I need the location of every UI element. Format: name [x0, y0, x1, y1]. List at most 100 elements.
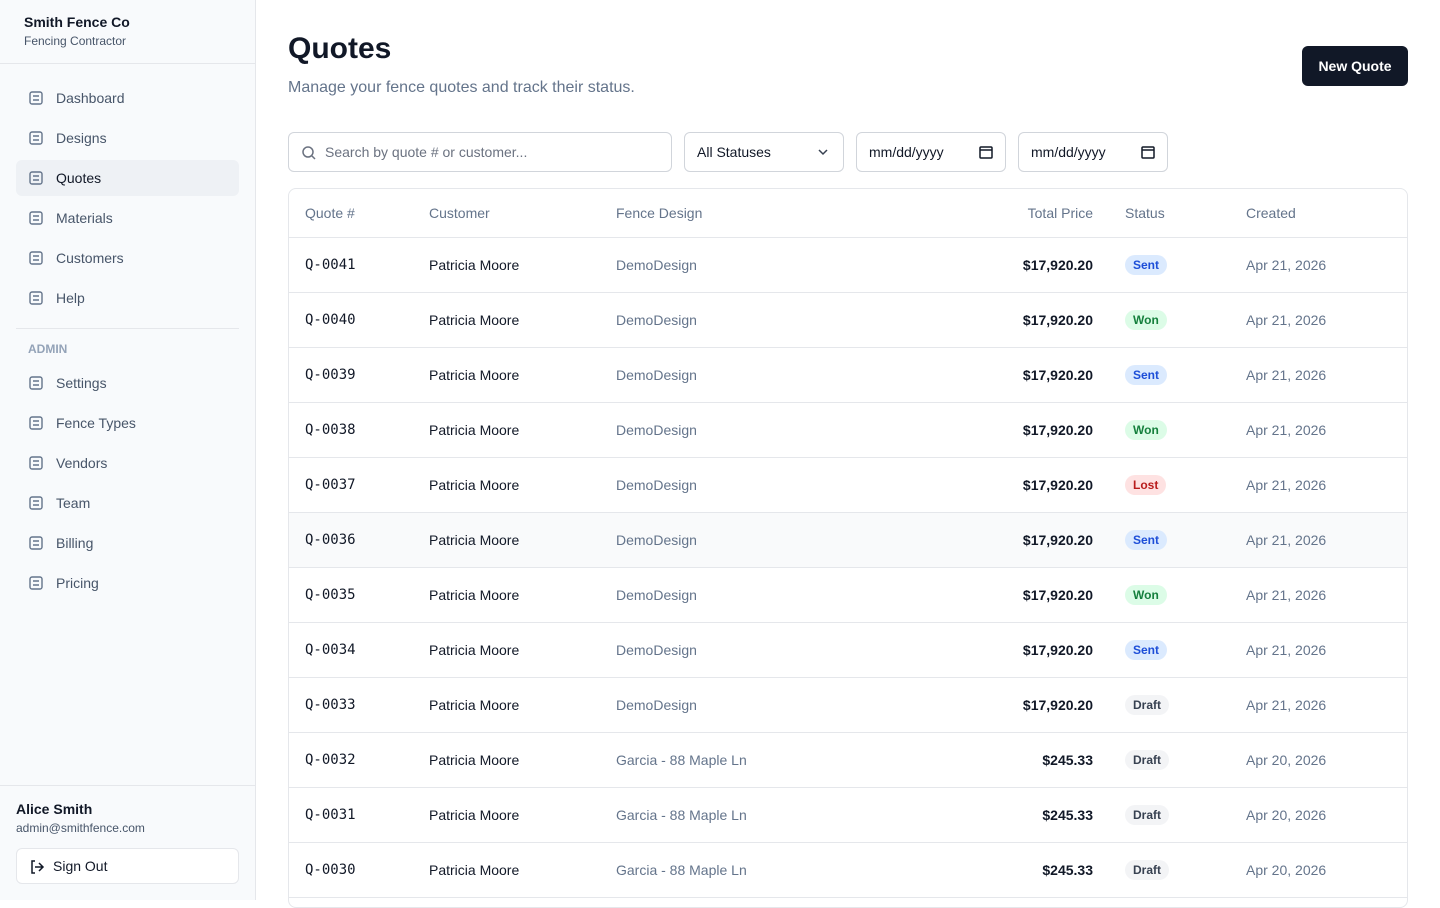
created-date: Apr 21, 2026	[1246, 642, 1327, 658]
fence-design: DemoDesign	[616, 697, 697, 713]
quote-number: Q-0037	[305, 477, 356, 493]
nav-label: Designs	[56, 130, 107, 146]
table-row[interactable]: Q-0032 Patricia Moore Garcia - 88 Maple Ln…	[289, 733, 1407, 788]
sign-out-button[interactable]: Sign Out	[16, 848, 239, 884]
nav-item[interactable]: Fence Types	[16, 405, 239, 441]
new-quote-button[interactable]: New Quote	[1302, 46, 1408, 86]
table-row[interactable]: Q-0038 Patricia Moore DemoDesign $17,920.20…	[289, 403, 1407, 458]
customer: Patricia Moore	[429, 862, 520, 878]
status-cell: Sent	[1125, 513, 1168, 567]
user-name: Alice Smith	[16, 801, 93, 817]
table-row[interactable]: Q-0035 Patricia Moore DemoDesign $17,920.20…	[289, 568, 1407, 623]
nav-item[interactable]: Designs	[16, 120, 239, 156]
total-price: $17,920.20	[1022, 367, 1093, 383]
status-badge: Won	[1125, 585, 1167, 605]
table-row[interactable]: Q-0036 Patricia Moore DemoDesign $17,920.20…	[289, 513, 1407, 568]
nav-item[interactable]: Settings	[16, 365, 239, 401]
status-select-value: All Statuses	[697, 144, 771, 160]
customer: Patricia Moore	[429, 257, 520, 273]
created-date: Apr 21, 2026	[1246, 697, 1327, 713]
nav-item[interactable]: Dashboard	[16, 80, 239, 116]
date-from-placeholder: mm/dd/yyyy	[869, 144, 944, 160]
icon	[29, 211, 43, 225]
status-cell: Sent	[1125, 623, 1168, 677]
divider	[16, 328, 239, 329]
quote-number: Q-0039	[305, 367, 356, 383]
status-badge: Sent	[1125, 530, 1168, 550]
sidebar: Smith Fence Co Fencing Contractor ADMIN …	[0, 0, 256, 900]
created-date: Apr 20, 2026	[1246, 807, 1327, 823]
created-date: Apr 21, 2026	[1246, 477, 1327, 493]
icon	[31, 860, 45, 874]
company-name: Smith Fence Co	[24, 14, 130, 30]
total-price: $245.33	[1042, 752, 1093, 768]
nav-item[interactable]: Billing	[16, 525, 239, 561]
icon	[29, 171, 43, 185]
customer: Patricia Moore	[429, 312, 520, 328]
nav-item[interactable]: Pricing	[16, 565, 239, 601]
customer: Patricia Moore	[429, 697, 520, 713]
table-row[interactable]: Q-0039 Patricia Moore DemoDesign $17,920.20…	[289, 348, 1407, 403]
icon	[29, 376, 43, 390]
quote-number: Q-0030	[305, 862, 356, 878]
created-date: Apr 21, 2026	[1246, 422, 1327, 438]
page-subtitle: Manage your fence quotes and track their…	[288, 79, 635, 96]
nav-label: Quotes	[56, 170, 102, 186]
quote-number: Q-0032	[305, 752, 356, 768]
fence-design: DemoDesign	[616, 642, 697, 658]
icon	[29, 131, 43, 145]
icon	[979, 146, 993, 159]
quote-number: Q-0036	[305, 532, 356, 548]
date-to-placeholder: mm/dd/yyyy	[1031, 144, 1106, 160]
created-date: Apr 21, 2026	[1246, 587, 1327, 603]
status-cell: Won	[1125, 403, 1167, 457]
icon	[29, 91, 43, 105]
customer: Patricia Moore	[429, 642, 520, 658]
status-cell: Won	[1125, 293, 1167, 347]
status-cell: Sent	[1125, 348, 1168, 402]
column-header: Quote #	[305, 205, 355, 221]
search-input[interactable]: Search by quote # or customer...	[288, 132, 672, 172]
customer: Patricia Moore	[429, 477, 520, 493]
created-date: Apr 21, 2026	[1246, 257, 1327, 273]
date-to-input[interactable]: mm/dd/yyyy	[1018, 132, 1168, 172]
table-row[interactable]: Q-0040 Patricia Moore DemoDesign $17,920.20…	[289, 293, 1407, 348]
total-price: $245.33	[1042, 807, 1093, 823]
total-price: $17,920.20	[1022, 532, 1093, 548]
nav-label: Dashboard	[56, 90, 125, 106]
fence-design: DemoDesign	[616, 532, 697, 548]
icon	[29, 576, 43, 590]
quote-number: Q-0034	[305, 642, 356, 658]
table-row[interactable]: Q-0033 Patricia Moore DemoDesign $17,920.20…	[289, 678, 1407, 733]
table-row[interactable]: Q-0041 Patricia Moore DemoDesign $17,920.20…	[289, 238, 1407, 293]
table-row[interactable]: Q-0037 Patricia Moore DemoDesign $17,920.20…	[289, 458, 1407, 513]
table-row[interactable]: Q-0034 Patricia Moore DemoDesign $17,920.20…	[289, 623, 1407, 678]
nav-item[interactable]: Vendors	[16, 445, 239, 481]
total-price: $17,920.20	[1022, 257, 1093, 273]
nav-item[interactable]: Quotes	[16, 160, 239, 196]
nav-item[interactable]: Customers	[16, 240, 239, 276]
quote-number: Q-0035	[305, 587, 356, 603]
nav-item[interactable]: Materials	[16, 200, 239, 236]
column-header: Status	[1125, 205, 1165, 221]
status-badge: Lost	[1125, 475, 1167, 495]
column-header: Created	[1246, 205, 1296, 221]
nav-label: Fence Types	[56, 415, 136, 431]
nav-label: Customers	[56, 250, 124, 266]
total-price: $245.33	[1042, 862, 1093, 878]
date-from-input[interactable]: mm/dd/yyyy	[856, 132, 1006, 172]
search-placeholder: Search by quote # or customer...	[325, 144, 528, 160]
nav-item[interactable]: Help	[16, 280, 239, 316]
created-date: Apr 20, 2026	[1246, 752, 1327, 768]
nav-item[interactable]: Team	[16, 485, 239, 521]
nav-label: Materials	[56, 210, 113, 226]
status-cell: Sent	[1125, 238, 1168, 292]
status-cell: Draft	[1125, 788, 1170, 842]
table-row[interactable]: Q-0031 Patricia Moore Garcia - 88 Maple Ln…	[289, 788, 1407, 843]
page-title: Quotes	[288, 32, 392, 65]
created-date: Apr 21, 2026	[1246, 367, 1327, 383]
status-select[interactable]: All Statuses	[684, 132, 844, 172]
table-row[interactable]: Q-0030 Patricia Moore Garcia - 88 Maple Ln…	[289, 843, 1407, 898]
fence-design: DemoDesign	[616, 422, 697, 438]
nav-label: Team	[56, 495, 91, 511]
